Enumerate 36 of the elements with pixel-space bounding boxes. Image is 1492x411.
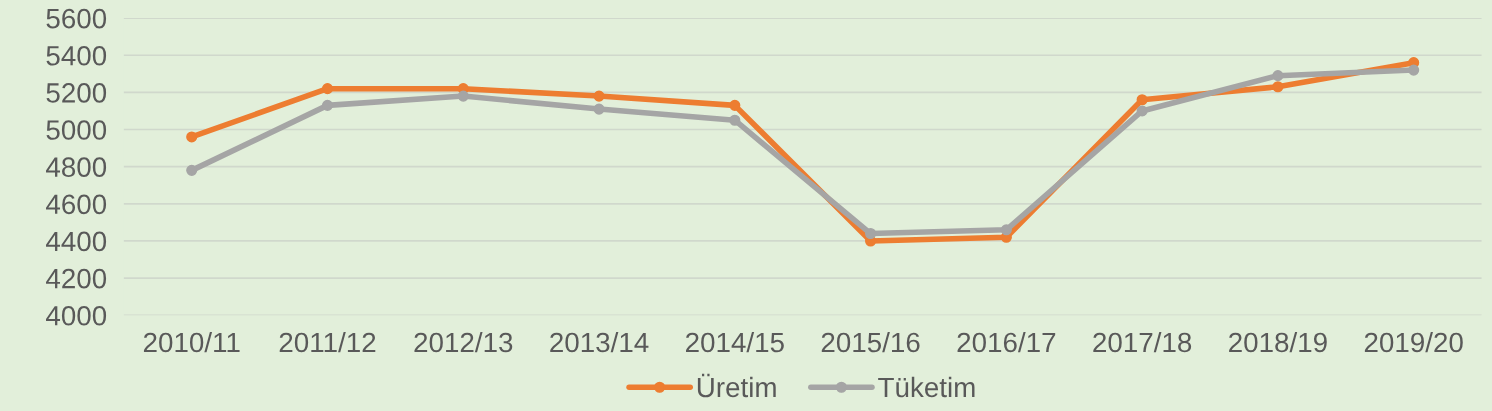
x-tick-label: 2014/15 <box>686 331 784 353</box>
x-tick-label: 2019/20 <box>1364 331 1463 353</box>
legend-label: Üretim <box>697 373 776 398</box>
point <box>1408 64 1420 76</box>
y-tick-label: 4400 <box>46 231 107 252</box>
point <box>729 114 741 126</box>
point <box>186 164 198 176</box>
y-tick-label: 5400 <box>46 45 107 66</box>
y-tick-label: 5000 <box>46 120 107 140</box>
y-tick-label: 4000 <box>46 305 107 326</box>
x-tick-label: 2012/13 <box>414 331 513 353</box>
x-tick-label: 2017/18 <box>1093 331 1192 353</box>
point <box>1000 224 1012 236</box>
x-tick-label: 2010/11 <box>143 331 240 353</box>
x-tick-label: 2018/19 <box>1229 331 1327 353</box>
x-tick-label: 2016/17 <box>957 331 1056 353</box>
y-tick-label: 5200 <box>46 83 107 103</box>
point <box>457 90 469 102</box>
point <box>321 83 334 95</box>
point <box>593 90 605 102</box>
point <box>1272 81 1284 93</box>
y-tick-label: 4800 <box>46 157 107 177</box>
point <box>865 227 877 240</box>
point <box>1136 105 1148 117</box>
point <box>1272 70 1284 82</box>
y-tick-label: 5600 <box>46 8 107 29</box>
x-tick-label: 2013/14 <box>550 331 649 353</box>
x-tick-label: 2015/16 <box>821 331 920 353</box>
y-tick-label: 4600 <box>46 194 107 215</box>
point <box>593 103 605 115</box>
point <box>186 131 198 143</box>
point <box>1136 94 1148 106</box>
x-tick-label: 2011/12 <box>279 331 376 353</box>
y-tick-label: 4200 <box>46 268 107 289</box>
point <box>729 99 741 111</box>
legend-label: Tüketim <box>878 376 975 398</box>
